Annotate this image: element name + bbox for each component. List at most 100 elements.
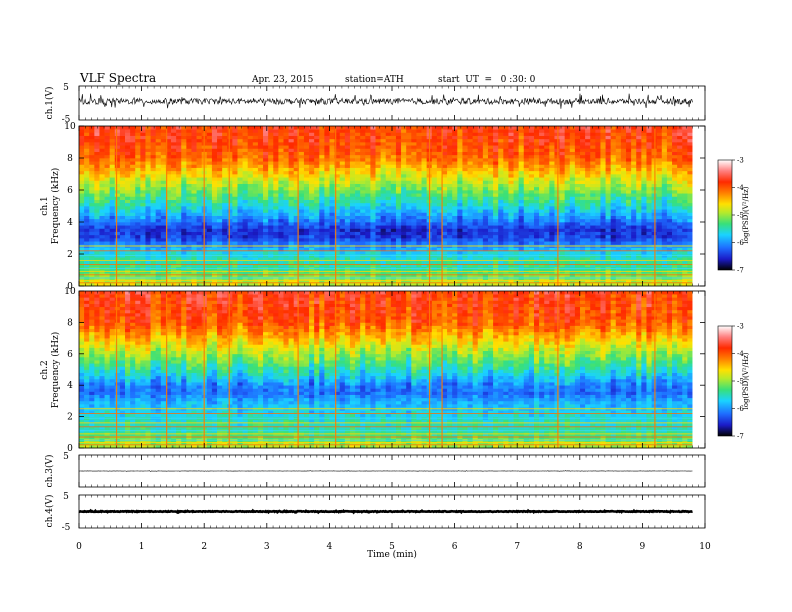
ch1-spec-cell	[130, 138, 136, 143]
ch1-spec-cell	[411, 142, 417, 146]
ch1-spec-cell	[544, 263, 550, 268]
ch1-spec-cell	[580, 199, 586, 204]
ch1-spec-cell	[257, 167, 264, 172]
ch1-spec-cell	[457, 196, 463, 200]
ch1-spec-cell	[554, 199, 560, 204]
ch1-spec-cell	[395, 154, 402, 159]
ch1-spec-cell	[130, 263, 136, 268]
ch1-spec-cell	[482, 225, 489, 229]
ch1-spec-cell	[487, 228, 494, 232]
ch1-spec-cell	[119, 138, 126, 143]
ch1-spec-cell	[319, 282, 325, 287]
ch1-spec-cell	[385, 145, 392, 149]
ch1-spec-cell	[232, 260, 238, 264]
ch1-spec-cell	[467, 148, 473, 152]
ch1-spec-cell	[564, 193, 571, 197]
ch1-spec-cell	[406, 250, 412, 255]
ch1-spec-cell	[523, 138, 530, 143]
ch1-spec-cell	[263, 158, 269, 162]
ch1-spec-cell	[89, 142, 95, 146]
ch1-spec-cell	[114, 170, 121, 175]
ch1-spec-cell	[344, 206, 351, 210]
ch1-spec-cell	[114, 260, 121, 264]
ch1-spec-cell	[191, 196, 197, 200]
ch1-spec-cell	[135, 218, 141, 223]
ch1-spec-cell	[472, 154, 479, 159]
ch1-spec-cell	[293, 202, 300, 207]
ch1-spec-cell	[477, 190, 484, 194]
ch1-spec-cell	[160, 132, 167, 136]
ch1-spec-cell	[513, 218, 520, 223]
ch1-spec-cell	[452, 180, 458, 184]
ch1-spec-cell	[544, 279, 550, 284]
ch1-spec-cell	[431, 170, 438, 175]
ch1-spec-cell	[309, 234, 315, 239]
ch1-spec-cell	[247, 161, 254, 165]
ch1-spec-cell	[457, 161, 463, 165]
ch1-spec-cell	[344, 193, 351, 197]
ch1-spec-cell	[114, 250, 121, 255]
ch1-spec-cell	[477, 186, 484, 191]
ch1-spec-cell	[534, 167, 540, 172]
ch1-spec-cell	[99, 234, 105, 239]
ch1-spec-cell	[493, 257, 499, 261]
ch1-spec-cell	[554, 161, 560, 165]
ch1-spec-cell	[252, 174, 259, 178]
ch1-spec-cell	[237, 222, 243, 226]
ch1-spec-cell	[493, 215, 499, 220]
ch1-spec-cell	[242, 231, 249, 236]
ch1-spec-cell	[135, 145, 141, 149]
ch1-spec-cell	[309, 215, 315, 220]
ch1-spec-cell	[493, 199, 499, 204]
ch1-spec-cell	[176, 148, 182, 152]
ch1-spec-cell	[252, 206, 259, 210]
ch1-spec-cell	[130, 161, 136, 165]
ch1-spec-cell	[130, 257, 136, 261]
ch1-spec-cell	[406, 209, 412, 213]
ch1-spec-cell	[360, 231, 366, 236]
ch1-spec-cell	[569, 282, 576, 287]
ch1-spec-cell	[155, 135, 162, 140]
ch1-spec-cell	[324, 202, 330, 207]
ch1-spec-cell	[569, 234, 576, 239]
ch1-spec-cell	[528, 135, 535, 140]
ch1-spec-cell	[436, 202, 443, 207]
ch1-spec-cell	[206, 170, 213, 175]
ch1-spec-cell	[140, 158, 146, 162]
ch1-spec-cell	[431, 126, 438, 130]
ch1-spec-cell	[252, 161, 259, 165]
ch1-spec-cell	[309, 132, 315, 136]
ch1-spec-cell	[534, 247, 540, 252]
ch1-spec-cell	[528, 199, 535, 204]
ch1-spec-cell	[94, 177, 100, 181]
ch1-spec-cell	[436, 215, 443, 220]
ch1-spec-cell	[319, 209, 325, 213]
ch1-spec-cell	[549, 250, 555, 255]
ch1-spec-cell	[457, 231, 463, 236]
ch1-spec-cell	[242, 186, 249, 191]
ch1-spec-cell	[247, 170, 254, 175]
ch1-spec-cell	[380, 247, 387, 252]
ch1-spec-cell	[232, 132, 238, 136]
ch1-spec-cell	[217, 167, 223, 172]
ch1-spec-cell	[528, 167, 535, 172]
ch1-spec-cell	[278, 202, 284, 207]
ch1-spec-cell	[247, 154, 254, 159]
ch1-spec-cell	[319, 206, 325, 210]
ch1-spec-cell	[186, 167, 192, 172]
ch1-spec-cell	[135, 180, 141, 184]
ch1-spec-cell	[462, 142, 468, 146]
ch1-spec-cell	[298, 215, 305, 220]
ch1-spec-cell	[508, 186, 514, 191]
ch1-spec-cell	[89, 193, 95, 197]
ch1-spec-cell	[314, 279, 320, 284]
ch1-spec-cell	[493, 148, 499, 152]
ch1-spec-cell	[472, 225, 479, 229]
ch1-spec-cell	[554, 174, 560, 178]
ch1-spec-cell	[206, 247, 213, 252]
ch1-spec-cell	[273, 148, 279, 152]
ch1-spec-cell	[365, 196, 371, 200]
ch1-spec-cell	[217, 132, 223, 136]
ch1-spec-cell	[436, 228, 443, 232]
ch1-spec-cell	[324, 228, 330, 232]
